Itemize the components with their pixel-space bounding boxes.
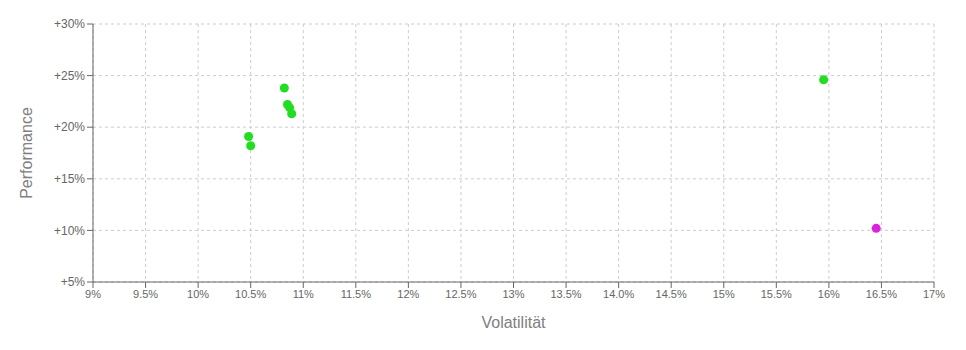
svg-text:+15%: +15%	[54, 172, 85, 186]
svg-text:11.5%: 11.5%	[341, 288, 372, 300]
svg-text:14.0%: 14.0%	[603, 288, 634, 300]
svg-text:9%: 9%	[85, 288, 101, 300]
svg-text:10%: 10%	[187, 288, 209, 300]
svg-text:9.5%: 9.5%	[133, 288, 158, 300]
svg-text:+25%: +25%	[54, 69, 85, 83]
svg-text:Performance: Performance	[18, 107, 35, 199]
svg-text:+5%: +5%	[61, 275, 86, 289]
svg-text:16.5%: 16.5%	[866, 288, 897, 300]
svg-text:17%: 17%	[923, 288, 945, 300]
svg-text:Volatilität: Volatilität	[481, 314, 546, 331]
svg-text:13.5%: 13.5%	[550, 288, 581, 300]
svg-text:11%: 11%	[293, 288, 314, 300]
svg-text:10.5%: 10.5%	[235, 288, 266, 300]
svg-text:15.5%: 15.5%	[761, 288, 792, 300]
svg-text:16%: 16%	[818, 288, 840, 300]
svg-text:+10%: +10%	[54, 224, 85, 238]
svg-text:14.5%: 14.5%	[656, 288, 687, 300]
svg-text:13%: 13%	[502, 288, 524, 300]
svg-text:15%: 15%	[713, 288, 735, 300]
svg-text:+20%: +20%	[54, 120, 85, 134]
svg-text:12%: 12%	[397, 288, 419, 300]
svg-text:+30%: +30%	[54, 17, 85, 31]
svg-text:12.5%: 12.5%	[445, 288, 476, 300]
